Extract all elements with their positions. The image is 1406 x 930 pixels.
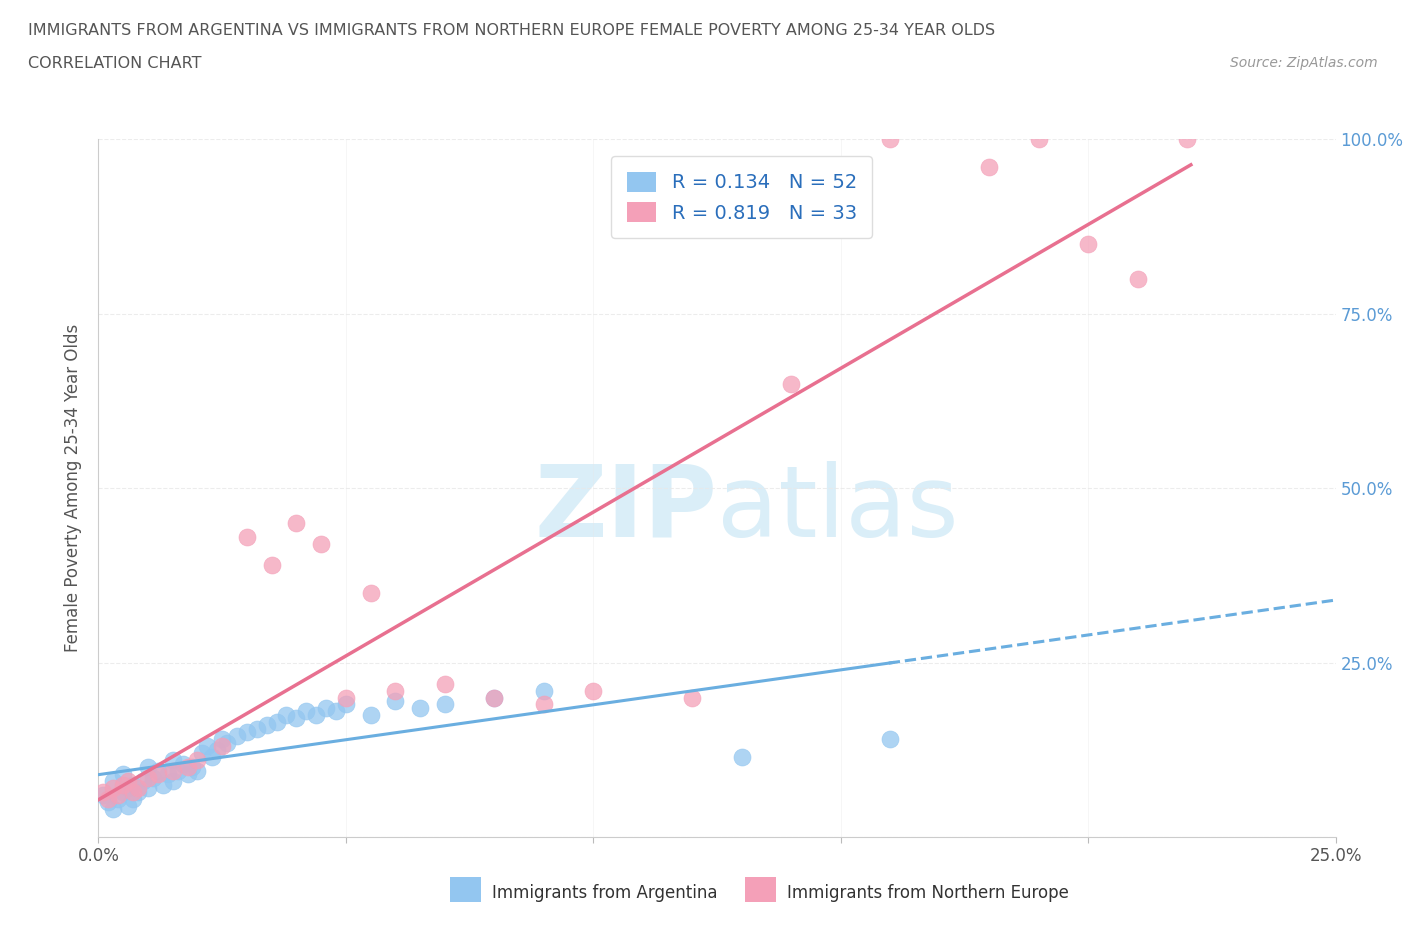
Point <box>305 708 328 723</box>
Point <box>112 784 135 799</box>
Point <box>226 728 249 743</box>
Point <box>582 683 605 698</box>
Bar <box>450 877 481 902</box>
Bar <box>745 877 776 902</box>
Point <box>236 530 259 545</box>
Point <box>433 698 456 712</box>
Point <box>181 760 204 775</box>
Point <box>93 788 115 803</box>
Point <box>484 690 506 705</box>
Point <box>325 704 347 719</box>
Point <box>1175 132 1198 147</box>
Point <box>879 132 901 147</box>
Point <box>266 714 288 729</box>
Point <box>136 770 159 785</box>
Point <box>780 376 803 391</box>
Point <box>335 698 357 712</box>
Point <box>103 781 125 796</box>
Point <box>107 788 129 803</box>
Point <box>731 750 754 764</box>
Text: Immigrants from Argentina: Immigrants from Argentina <box>492 884 717 902</box>
Point <box>122 777 145 792</box>
Point <box>276 708 298 723</box>
Point <box>360 708 382 723</box>
Point <box>136 760 159 775</box>
Point <box>315 700 337 715</box>
Point <box>122 784 145 799</box>
Point <box>127 781 149 796</box>
Point <box>107 791 129 806</box>
Point <box>979 160 1001 175</box>
Text: ZIP: ZIP <box>534 460 717 558</box>
Text: IMMIGRANTS FROM ARGENTINA VS IMMIGRANTS FROM NORTHERN EUROPE FEMALE POVERTY AMON: IMMIGRANTS FROM ARGENTINA VS IMMIGRANTS … <box>28 23 995 38</box>
Point <box>533 698 555 712</box>
Point <box>211 738 233 753</box>
Point <box>309 537 332 551</box>
Point <box>433 676 456 691</box>
Point <box>142 770 165 785</box>
Point <box>186 753 208 768</box>
Point <box>384 683 406 698</box>
Point <box>205 742 228 757</box>
Point <box>162 753 184 768</box>
Point <box>484 690 506 705</box>
Point <box>1028 132 1050 147</box>
Point <box>117 798 139 813</box>
Text: Immigrants from Northern Europe: Immigrants from Northern Europe <box>787 884 1069 902</box>
Point <box>97 794 120 809</box>
Point <box>1077 237 1099 252</box>
Point <box>217 736 239 751</box>
Point <box>176 760 198 775</box>
Point <box>191 746 214 761</box>
Point <box>146 764 169 778</box>
Point <box>285 515 308 530</box>
Y-axis label: Female Poverty Among 25-34 Year Olds: Female Poverty Among 25-34 Year Olds <box>65 325 83 652</box>
Point <box>256 718 278 733</box>
Point <box>260 558 283 573</box>
Point <box>360 586 382 601</box>
Point <box>335 690 357 705</box>
Point <box>172 756 194 771</box>
Point <box>533 683 555 698</box>
Point <box>127 784 149 799</box>
Point <box>156 766 179 781</box>
Point <box>409 700 432 715</box>
Point <box>132 774 155 789</box>
Point <box>246 722 269 737</box>
Point <box>103 774 125 789</box>
Point <box>103 802 125 817</box>
Point <box>186 764 208 778</box>
Point <box>285 711 308 725</box>
Point <box>681 690 703 705</box>
Point <box>176 766 198 781</box>
Point <box>384 694 406 709</box>
Point <box>295 704 318 719</box>
Point <box>879 732 901 747</box>
Point <box>136 781 159 796</box>
Point <box>211 732 233 747</box>
Point <box>93 784 115 799</box>
Point <box>117 774 139 789</box>
Point <box>201 750 224 764</box>
Text: CORRELATION CHART: CORRELATION CHART <box>28 56 201 71</box>
Point <box>112 766 135 781</box>
Point <box>166 764 188 778</box>
Point <box>97 791 120 806</box>
Point <box>236 725 259 740</box>
Point <box>1126 272 1149 286</box>
Text: Source: ZipAtlas.com: Source: ZipAtlas.com <box>1230 56 1378 70</box>
Legend: R = 0.134   N = 52, R = 0.819   N = 33: R = 0.134 N = 52, R = 0.819 N = 33 <box>612 156 872 238</box>
Text: atlas: atlas <box>717 460 959 558</box>
Point <box>122 791 145 806</box>
Point <box>112 777 135 792</box>
Point <box>152 777 174 792</box>
Point <box>162 764 184 778</box>
Point <box>146 766 169 781</box>
Point <box>117 781 139 796</box>
Point <box>195 738 218 753</box>
Point <box>162 774 184 789</box>
